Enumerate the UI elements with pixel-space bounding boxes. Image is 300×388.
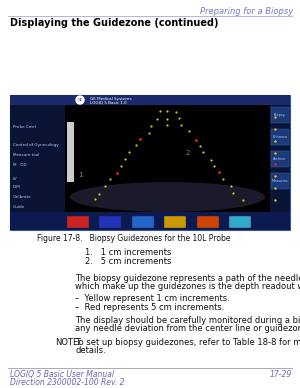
Point: [273, 161, 278, 168]
Point: [208, 156, 213, 163]
Point: [177, 115, 182, 121]
FancyBboxPatch shape: [197, 216, 219, 228]
FancyBboxPatch shape: [65, 105, 270, 212]
Point: [179, 122, 184, 128]
Point: [158, 108, 162, 114]
FancyBboxPatch shape: [229, 216, 251, 228]
FancyBboxPatch shape: [270, 95, 290, 230]
FancyBboxPatch shape: [10, 212, 290, 230]
Text: –  Yellow represent 1 cm increments.: – Yellow represent 1 cm increments.: [75, 294, 230, 303]
Point: [92, 196, 97, 203]
Point: [230, 190, 235, 196]
Text: Probe Cntrl: Probe Cntrl: [13, 125, 36, 129]
FancyBboxPatch shape: [10, 95, 290, 230]
FancyBboxPatch shape: [10, 95, 290, 105]
Text: any needle deviation from the center line or guidezone.: any needle deviation from the center lin…: [75, 324, 300, 333]
Text: LOGIQ 5 Basic User Manual: LOGIQ 5 Basic User Manual: [10, 370, 114, 379]
Point: [127, 149, 132, 156]
FancyBboxPatch shape: [164, 216, 186, 228]
FancyBboxPatch shape: [99, 216, 121, 228]
Point: [273, 126, 278, 132]
Point: [173, 109, 178, 115]
Text: 1.   1 cm increments: 1. 1 cm increments: [85, 248, 171, 257]
Point: [273, 197, 278, 203]
Point: [107, 176, 112, 182]
FancyBboxPatch shape: [271, 151, 289, 167]
Text: NOTE:: NOTE:: [55, 338, 81, 347]
FancyBboxPatch shape: [67, 122, 74, 182]
Text: Figure 17-8.   Biopsy Guidezones for the 10L Probe: Figure 17-8. Biopsy Guidezones for the 1…: [37, 234, 230, 243]
Text: 2: 2: [185, 150, 190, 156]
Point: [102, 184, 107, 190]
Text: 2.   5 cm increments: 2. 5 cm increments: [85, 257, 171, 266]
FancyBboxPatch shape: [67, 216, 89, 228]
Text: The display should be carefully monitored during a biopsy for: The display should be carefully monitore…: [75, 316, 300, 325]
Text: 17-29: 17-29: [270, 370, 292, 379]
Point: [194, 137, 198, 143]
Text: which make up the guidezones is the depth readout where:: which make up the guidezones is the dept…: [75, 282, 300, 291]
Point: [273, 114, 278, 120]
Point: [134, 142, 139, 148]
Point: [197, 143, 202, 149]
Point: [165, 108, 170, 114]
Point: [212, 163, 216, 170]
Text: GE: GE: [77, 98, 83, 102]
Point: [97, 191, 102, 197]
Point: [164, 116, 169, 122]
Point: [149, 123, 154, 129]
Point: [217, 169, 222, 175]
Text: Direction 2300002-100 Rev. 2: Direction 2300002-100 Rev. 2: [10, 378, 125, 387]
Text: To set up biopsy guidezones, refer to Table 18-8 for more: To set up biopsy guidezones, refer to Ta…: [75, 338, 300, 347]
Point: [241, 196, 245, 203]
Text: Enhance: Enhance: [272, 135, 288, 139]
Point: [201, 149, 206, 156]
Point: [137, 136, 142, 142]
Text: Measure tool: Measure tool: [13, 153, 39, 157]
Ellipse shape: [70, 182, 265, 212]
Point: [164, 121, 169, 128]
Text: Calibrate: Calibrate: [13, 195, 32, 199]
Text: The biopsy guidezone represents a path of the needle. The dots: The biopsy guidezone represents a path o…: [75, 274, 300, 283]
Point: [273, 149, 278, 156]
FancyBboxPatch shape: [10, 95, 65, 230]
Circle shape: [76, 96, 84, 104]
Point: [273, 173, 278, 179]
Text: Preparing for a Biopsy: Preparing for a Biopsy: [200, 7, 293, 16]
Text: GE Medical Systems: GE Medical Systems: [90, 97, 132, 101]
FancyBboxPatch shape: [132, 216, 154, 228]
Text: LV: LV: [13, 177, 18, 181]
Text: Biopsy: Biopsy: [274, 113, 286, 117]
Text: M   OD: M OD: [13, 163, 27, 167]
Text: DIM: DIM: [13, 185, 21, 189]
Point: [155, 116, 160, 123]
Text: 1: 1: [78, 171, 82, 178]
Point: [123, 156, 128, 162]
Text: Archive: Archive: [273, 157, 286, 161]
FancyBboxPatch shape: [271, 107, 289, 123]
Text: Guide: Guide: [13, 205, 25, 209]
Point: [228, 183, 233, 189]
Point: [114, 170, 119, 176]
FancyBboxPatch shape: [271, 129, 289, 145]
FancyBboxPatch shape: [271, 173, 289, 189]
Point: [220, 176, 225, 182]
Text: Control of Gynecology: Control of Gynecology: [13, 143, 59, 147]
Text: Displaying the Guidezone (continued): Displaying the Guidezone (continued): [10, 18, 218, 28]
Text: LOGIQ 5 Basic 1.0: LOGIQ 5 Basic 1.0: [90, 101, 127, 105]
Text: details.: details.: [75, 346, 106, 355]
Point: [119, 163, 124, 170]
Point: [187, 128, 191, 134]
Point: [273, 185, 278, 191]
Point: [147, 130, 152, 136]
Text: –  Red represents 5 cm increments.: – Red represents 5 cm increments.: [75, 303, 224, 312]
Text: Measures: Measures: [272, 179, 288, 183]
Point: [273, 138, 278, 144]
